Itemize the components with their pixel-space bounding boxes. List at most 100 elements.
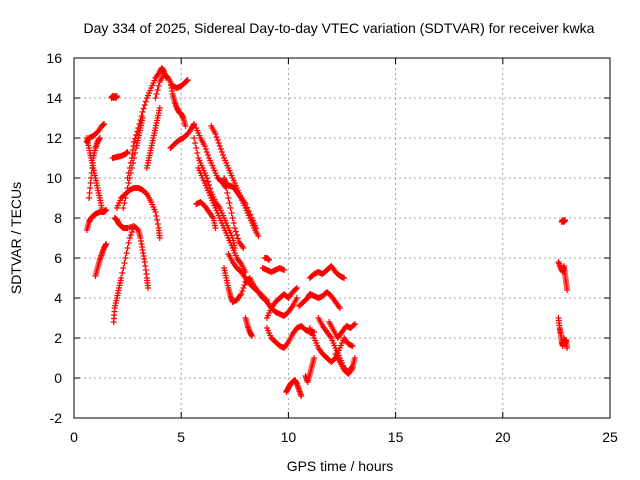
data-point [140,105,147,112]
data-point [126,165,133,171]
data-point [224,190,231,196]
data-series [86,135,103,201]
data-series [193,199,219,231]
data-series [558,217,568,225]
data-point [311,355,318,361]
data-point [239,288,246,294]
tick-layer: 0 5 10 15 20 25 -2 0 2 4 6 8 10 12 14 16 [46,50,618,445]
data-point [336,305,343,311]
data-point [193,145,200,151]
data-point [293,285,300,291]
x-tick-label: 20 [495,429,511,445]
data-series [263,285,300,321]
data-point [226,200,233,206]
data-point [138,113,145,119]
data-point [255,233,262,239]
data-point [203,149,210,155]
data-point [192,140,199,146]
data-point [118,275,125,281]
data-point [194,150,201,156]
data-point [182,123,189,129]
x-axis-label: GPS time / hours [287,458,394,474]
data-point [98,205,105,211]
data-point [131,139,138,145]
data-point [144,285,151,291]
data-point [350,322,357,328]
data-point [205,178,211,185]
data-point [240,285,247,291]
data-point [137,117,144,123]
data-point [212,131,219,137]
y-axis-label: SDTVAR / TECUs [8,182,24,294]
data-series [221,175,260,231]
data-point [349,365,356,371]
data-point [134,128,141,135]
data-point [253,225,260,231]
data-series [259,265,288,275]
data-point [247,211,254,218]
data-point [244,204,251,211]
data-point [242,201,249,207]
points-layer [83,65,571,399]
data-point [240,245,247,251]
data-point [136,121,143,127]
x-tick-label: 25 [602,429,618,445]
data-point [349,343,356,349]
data-point [127,160,134,166]
data-point [214,137,221,143]
y-tick-label: -2 [50,410,63,426]
data-point [124,245,131,251]
data-point [135,125,142,131]
data-point [121,200,128,206]
data-series [92,241,110,279]
data-point [96,135,103,141]
data-point [248,333,255,339]
y-tick-label: 2 [54,330,62,346]
data-series [83,121,108,145]
data-point [215,140,222,146]
x-tick-label: 15 [388,429,404,445]
data-point [238,291,245,297]
data-series [111,215,138,231]
data-series [167,79,189,129]
data-point [101,121,108,127]
data-series [283,377,305,399]
data-point [153,213,160,219]
y-tick-label: 12 [46,130,62,146]
data-point [232,228,239,235]
data-point [351,355,358,361]
data-series [332,351,356,377]
data-series [555,315,571,351]
data-series [242,315,255,339]
data-point [201,143,208,149]
data-point [139,109,146,115]
data-series [191,135,238,251]
data-series [193,125,247,251]
data-series [167,121,198,151]
data-point [245,208,252,214]
data-series [83,207,110,233]
y-tick-label: 8 [54,210,62,226]
data-point [241,282,248,288]
data-point [235,235,242,242]
y-tick-label: 0 [54,370,62,386]
data-series [113,185,163,241]
data-series [296,289,343,311]
data-point [191,121,198,127]
grid-layer [74,58,610,418]
data-point [141,102,148,108]
data-point [212,225,219,231]
data-point [132,135,139,142]
x-tick-label: 5 [177,429,185,445]
data-point [123,250,130,256]
data-point [217,146,224,152]
data-series [143,105,163,171]
data-point [125,180,132,186]
data-point [351,321,358,327]
data-series [261,255,273,263]
data-point [152,95,159,101]
data-point [124,185,131,191]
data-point [156,235,163,241]
data-point [153,91,160,97]
data-point [229,215,236,221]
